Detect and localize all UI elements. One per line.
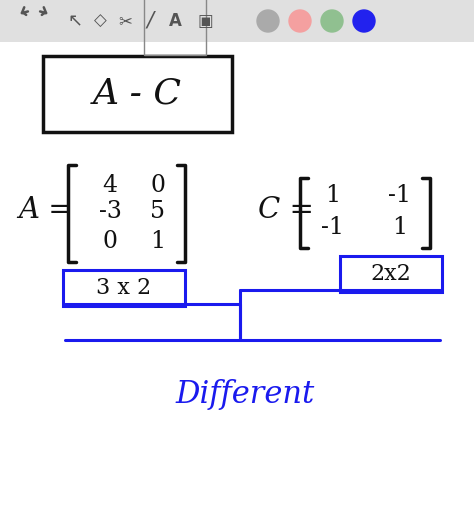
Text: C =: C = (258, 196, 314, 224)
Text: 0: 0 (102, 231, 118, 254)
Text: 5: 5 (151, 200, 165, 224)
Circle shape (289, 10, 311, 32)
FancyBboxPatch shape (340, 256, 442, 292)
Text: 1: 1 (326, 185, 340, 207)
FancyBboxPatch shape (0, 42, 474, 507)
Text: 4: 4 (102, 173, 118, 197)
Text: 1: 1 (392, 216, 408, 239)
Text: /: / (146, 11, 154, 31)
FancyBboxPatch shape (43, 56, 232, 132)
Text: A - C: A - C (93, 77, 182, 111)
Text: A =: A = (18, 196, 73, 224)
Text: 1: 1 (150, 231, 165, 254)
FancyBboxPatch shape (63, 270, 185, 306)
Text: Different: Different (175, 380, 315, 411)
Text: -3: -3 (99, 200, 121, 224)
Circle shape (353, 10, 375, 32)
Text: ↖: ↖ (67, 12, 82, 30)
Circle shape (257, 10, 279, 32)
FancyBboxPatch shape (0, 0, 474, 42)
Text: A: A (169, 12, 182, 30)
Text: 0: 0 (151, 173, 165, 197)
Text: ▣: ▣ (197, 12, 213, 30)
Circle shape (321, 10, 343, 32)
Text: ◇: ◇ (94, 12, 106, 30)
Text: -1: -1 (389, 185, 411, 207)
Text: ✂: ✂ (118, 12, 132, 30)
Text: -1: -1 (321, 216, 345, 239)
Text: 3 x 2: 3 x 2 (96, 277, 152, 299)
Text: 2x2: 2x2 (371, 263, 411, 285)
